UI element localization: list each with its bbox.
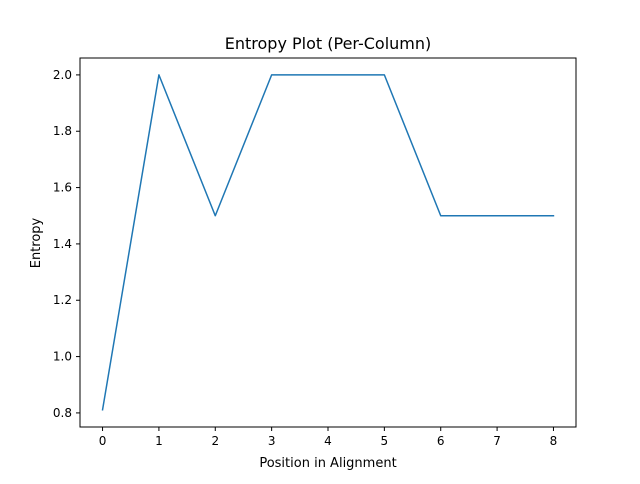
x-tick-label: 8 — [550, 434, 558, 448]
x-tick-label: 3 — [268, 434, 276, 448]
data-point — [214, 214, 217, 217]
y-tick-label: 1.4 — [53, 237, 72, 251]
y-tick-label: 1.6 — [53, 181, 72, 195]
y-tick-label: 0.8 — [53, 406, 72, 420]
y-axis-label: Entropy — [29, 217, 44, 268]
x-tick-label: 7 — [493, 434, 501, 448]
data-point — [327, 73, 330, 76]
x-tick-label: 4 — [324, 434, 332, 448]
data-point — [101, 408, 104, 411]
data-point — [496, 214, 499, 217]
x-tick-label: 6 — [437, 434, 445, 448]
data-point — [552, 214, 555, 217]
data-point — [439, 214, 442, 217]
y-tick-label: 1.8 — [53, 124, 72, 138]
x-tick-label: 5 — [381, 434, 389, 448]
data-point — [270, 73, 273, 76]
series-line-0 — [101, 74, 555, 411]
x-axis-label: Position in Alignment — [259, 456, 396, 471]
y-tick-label: 1.2 — [53, 293, 72, 307]
y-tick-label: 2.0 — [53, 68, 72, 82]
chart-title: Entropy Plot (Per-Column) — [225, 34, 432, 53]
x-tick-label: 2 — [211, 434, 219, 448]
data-point — [383, 73, 386, 76]
y-tick-label: 1.0 — [53, 350, 72, 364]
plot-area: 0 1 2 3 4 5 6 7 8 0.8 1.0 1.2 1.4 1.6 1.8 2.0 — [53, 57, 577, 448]
data-point — [157, 73, 160, 76]
x-tick-label: 1 — [155, 434, 163, 448]
x-tick-label: 0 — [99, 434, 107, 448]
